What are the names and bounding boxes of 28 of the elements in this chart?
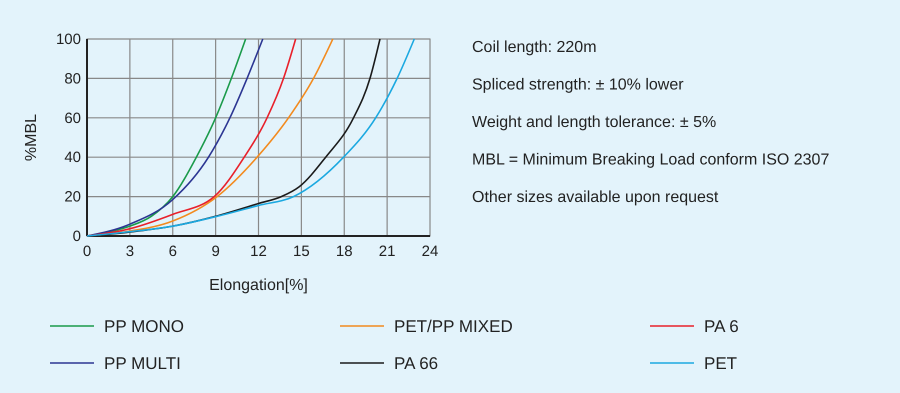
legend-label: PP MULTI	[104, 354, 181, 373]
text: Spliced strength: ± 10% lower	[472, 76, 684, 94]
x-tick-label: 3	[126, 243, 134, 260]
y-tick-label: 80	[64, 70, 81, 88]
x-tick-label: 6	[168, 243, 177, 260]
legend-label: PET/PP MIXED	[394, 317, 513, 336]
legend-label: PA 6	[704, 317, 739, 336]
x-tick-label: 21	[378, 243, 396, 260]
y-tick-label: 0	[72, 228, 81, 245]
y-axis-title: %MBL	[23, 114, 40, 162]
x-tick-label: 9	[211, 243, 220, 260]
y-tick-label: 100	[56, 31, 81, 48]
y-tick-label: 60	[64, 110, 81, 127]
legend-label: PP MONO	[104, 317, 184, 336]
x-tick-label: 24	[422, 243, 438, 260]
x-axis-title: Elongation[%]	[209, 277, 308, 294]
text: Coil length: 220m	[472, 39, 597, 56]
x-tick-label: 18	[336, 243, 353, 260]
text: MBL = Minimum Breaking Load conform ISO 2307	[472, 152, 830, 168]
legend-label: PET	[704, 354, 738, 373]
y-tick-label: 20	[64, 188, 81, 206]
x-tick-label: 15	[293, 243, 310, 260]
legend-label: PA 66	[394, 354, 438, 373]
x-tick-label: 0	[82, 243, 92, 260]
x-tick-label: 12	[250, 243, 267, 260]
y-tick-label: 40	[64, 149, 81, 166]
text: Weight and length tolerance: ± 5%	[472, 114, 716, 131]
text: Other sizes available upon request	[472, 189, 719, 206]
